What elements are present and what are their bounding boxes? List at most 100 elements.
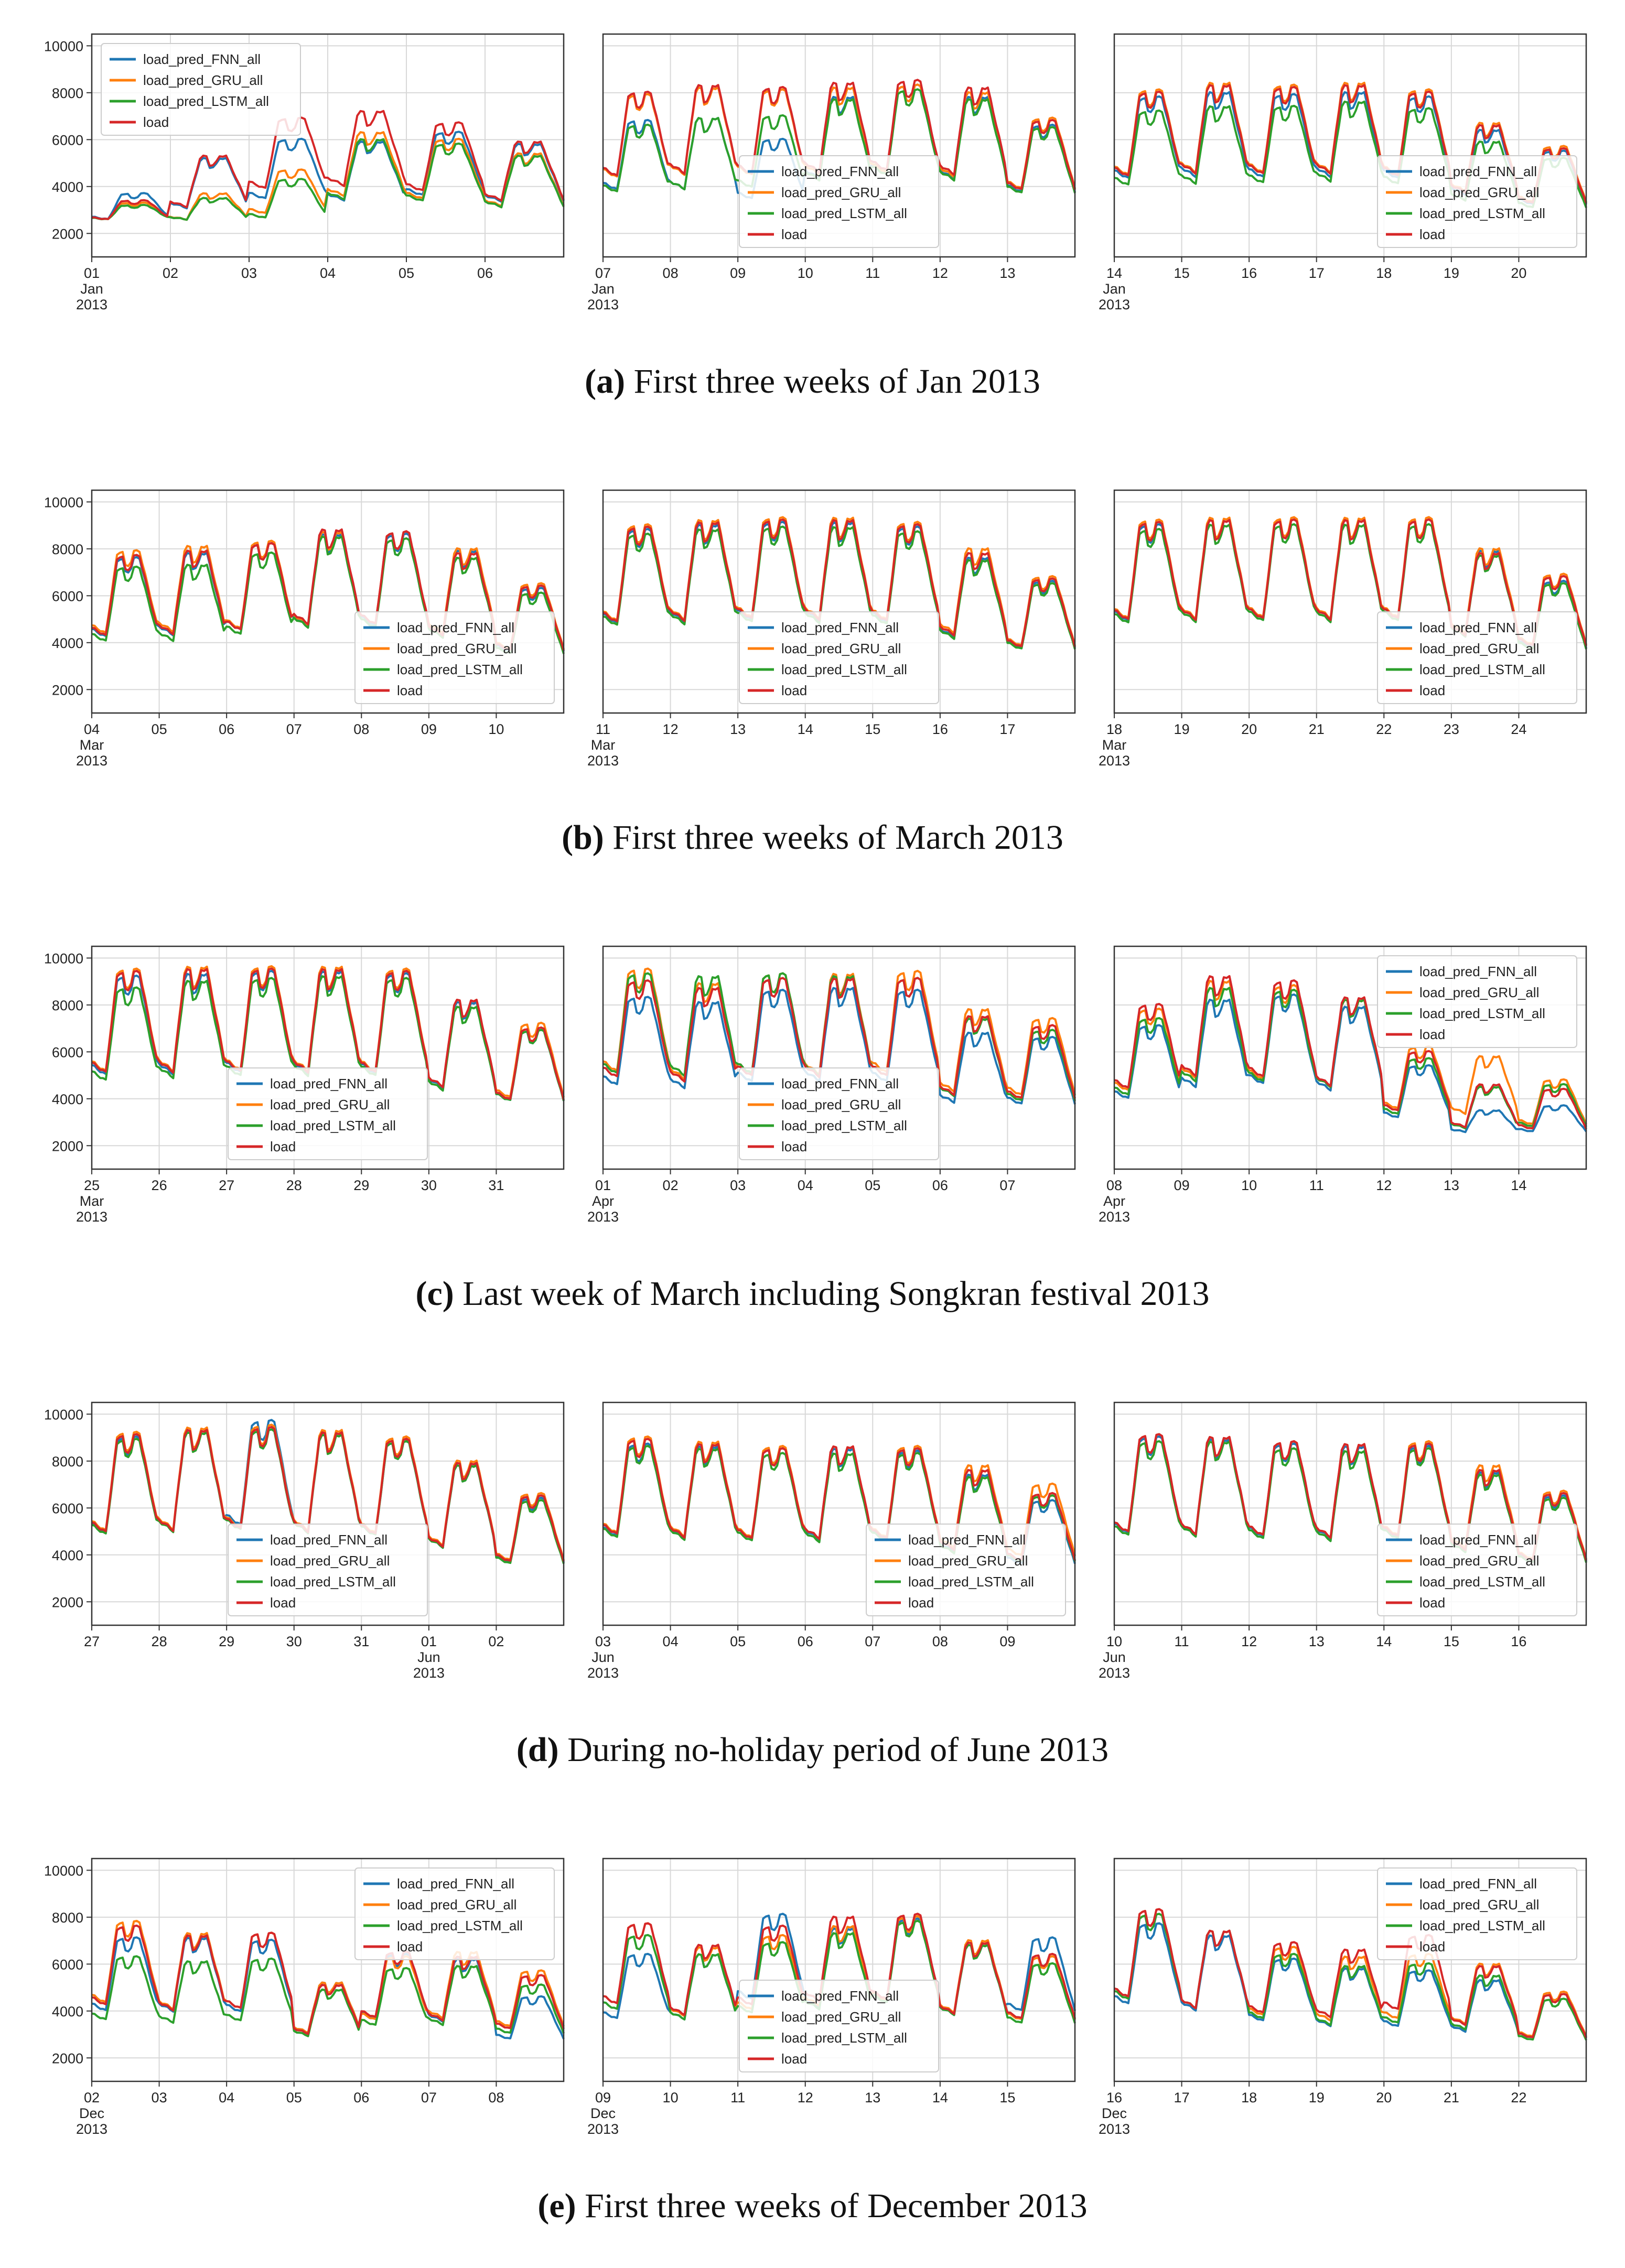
x-tick-label: 14 Jan 2013 — [1099, 265, 1130, 312]
x-tick-label: 06 — [353, 2090, 369, 2105]
plot-frame — [91, 489, 565, 714]
x-tick-label-line: Apr — [1103, 1193, 1125, 1209]
x-tick-label-line: 08 — [488, 2090, 504, 2105]
y-tick-label: 10000 — [44, 38, 83, 54]
caption-text: First three weeks of Jan 2013 — [633, 362, 1040, 401]
x-tick-label-line: 2013 — [1099, 1665, 1130, 1681]
legend-label-gru: load_pred_GRU_all — [1419, 1553, 1539, 1569]
x-tick-label: 14 — [1376, 1634, 1392, 1649]
legend: load_pred_FNN_all load_pred_GRU_all load_p… — [739, 1067, 939, 1160]
caption-letter: (c) — [415, 1275, 454, 1313]
legend-label-fnn: load_pred_FNN_all — [1419, 1876, 1537, 1892]
series-line-load — [602, 1913, 1076, 2019]
x-tick-label-line: 31 — [488, 1178, 504, 1193]
x-tick-label-line: 30 — [286, 1634, 302, 1649]
plot-frame — [602, 489, 1076, 714]
series-line-load — [602, 79, 1076, 190]
plot-frame — [602, 33, 1076, 258]
x-tick-label: 19 — [1444, 265, 1459, 281]
x-tick-label: 10 Jun 2013 — [1099, 1634, 1130, 1681]
panel-5: 11 Mar 2013 12 13 14 15 16 17 load_pred_FNN_alllo… — [587, 489, 1076, 769]
x-tick-label: 11 — [865, 265, 880, 281]
plot-frame — [602, 945, 1076, 1170]
x-tick-label: 08 Apr 2013 — [1099, 1178, 1130, 1225]
x-tick-label: 02 — [488, 1634, 504, 1649]
x-tick-label-line: Jan — [1103, 281, 1126, 297]
x-tick-label-line: Jun — [417, 1649, 440, 1665]
x-tick-label-line: 09 — [421, 721, 437, 737]
caption-d: (d) During no-holiday period of June 201… — [0, 1730, 1625, 1770]
y-tick-label: 10000 — [44, 494, 83, 510]
x-tick-label-line: 2013 — [76, 1209, 107, 1225]
x-tick-label-line: 11 — [1309, 1178, 1324, 1193]
x-tick-label-line: 08 — [932, 1634, 948, 1649]
x-tick-label-line: 05 — [286, 2090, 302, 2105]
x-tick-label: 13 — [730, 721, 746, 737]
x-tick-label-line: Jun — [591, 1649, 615, 1665]
caption-letter: (b) — [562, 818, 604, 857]
x-tick-label: 08 — [932, 1634, 948, 1649]
x-tick-label: 04 — [320, 265, 336, 281]
legend-label-fnn: load_pred_FNN_all — [397, 620, 514, 635]
x-tick-label: 10 — [798, 265, 813, 281]
x-tick-label-line: 29 — [219, 1634, 234, 1649]
y-tick-label: 6000 — [52, 1500, 83, 1516]
caption-e: (e) First three weeks of December 2013 — [0, 2186, 1625, 2226]
legend-label-load: load — [397, 683, 423, 698]
legend-label-load: load — [1419, 683, 1445, 698]
panel-10: 2000 4000 6000 8000 10000 27 28 29 30 31 01 Jun 2013… — [44, 1401, 565, 1681]
y-tick-label: 10000 — [44, 1407, 83, 1422]
x-tick-label: 20 — [1376, 2090, 1392, 2105]
x-tick-label-line: 21 — [1444, 2090, 1459, 2105]
legend-label-load: load — [1419, 226, 1445, 242]
x-tick-label-line: 2013 — [1099, 2121, 1130, 2137]
x-tick-label: 13 — [1444, 1178, 1459, 1193]
x-tick-label-line: 08 — [663, 265, 679, 281]
legend-label-gru: load_pred_GRU_all — [1419, 985, 1539, 1000]
caption-text: First three weeks of December 2013 — [585, 2187, 1088, 2225]
y-tick-label: 4000 — [52, 1092, 83, 1107]
legend: load_pred_FNN_all load_pred_GRU_all load_p… — [101, 43, 301, 136]
x-tick-label-line: 05 — [399, 265, 414, 281]
x-tick-label: 17 — [1309, 265, 1325, 281]
x-tick-label-line: 02 — [163, 265, 178, 281]
x-tick-label-line: 09 — [1174, 1178, 1190, 1193]
y-tick-label: 8000 — [52, 998, 83, 1013]
x-tick-label-line: 11 — [865, 265, 880, 281]
legend-label-lstm: load_pred_LSTM_all — [1419, 1918, 1545, 1934]
x-tick-label-line: Apr — [592, 1193, 614, 1209]
x-tick-label: 15 — [1444, 1634, 1459, 1649]
x-tick-label-line: 10 — [488, 721, 504, 737]
x-tick-label: 07 — [865, 1634, 880, 1649]
x-tick-label-line: 07 — [865, 1634, 880, 1649]
x-tick-label: 21 — [1309, 721, 1325, 737]
x-tick-label: 09 — [421, 721, 437, 737]
x-tick-label: 15 — [999, 2090, 1015, 2105]
x-tick-label: 11 — [1175, 1634, 1189, 1649]
legend-label-lstm: load_pred_LSTM_all — [270, 1118, 396, 1133]
x-tick-label-line: 12 — [798, 2090, 813, 2105]
legend-label-fnn: load_pred_FNN_all — [143, 51, 261, 67]
x-tick-label: 01 Jan 2013 — [76, 265, 107, 312]
legend-label-fnn: load_pred_FNN_all — [781, 620, 899, 635]
x-tick-label-line: 10 — [663, 2090, 679, 2105]
y-tick-label: 4000 — [52, 179, 83, 195]
series-line-load — [91, 110, 565, 220]
x-tick-label-line: 20 — [1511, 265, 1526, 281]
legend-box — [1377, 155, 1577, 248]
caption-b: (b) First three weeks of March 2013 — [0, 818, 1625, 858]
x-tick-label-line: 10 — [1106, 1634, 1122, 1649]
x-tick-label: 20 — [1511, 265, 1526, 281]
x-tick-label: 23 — [1444, 721, 1459, 737]
x-tick-label: 02 Dec 2013 — [76, 2090, 107, 2137]
x-tick-label: 12 — [932, 265, 948, 281]
x-tick-label: 21 — [1444, 2090, 1459, 2105]
legend-label-gru: load_pred_GRU_all — [908, 1553, 1028, 1569]
y-tick-label: 6000 — [52, 588, 83, 604]
x-tick-label: 29 — [219, 1634, 234, 1649]
legend-label-lstm: load_pred_LSTM_all — [781, 1118, 907, 1133]
x-tick-label: 22 — [1511, 2090, 1526, 2105]
legend-label-lstm: load_pred_LSTM_all — [781, 206, 907, 221]
x-tick-label: 19 — [1309, 2090, 1325, 2105]
